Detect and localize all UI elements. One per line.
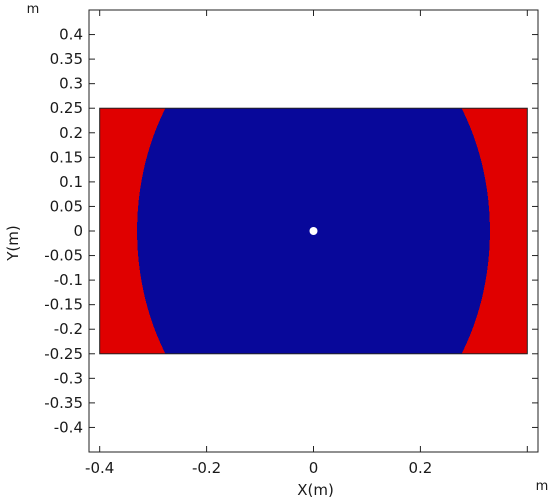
y-tick-label: -0.1 [54, 271, 83, 289]
x-tick-label: -0.4 [85, 459, 114, 477]
y-tick-label: 0.1 [59, 173, 83, 191]
y-axis-title: Y(m) [4, 225, 22, 261]
domain-border [99, 107, 528, 355]
y-axis-unit: m [27, 2, 40, 17]
y-tick-label: -0.15 [44, 296, 83, 314]
source-point-marker [309, 227, 318, 235]
y-tick-label: -0.4 [54, 418, 83, 436]
y-tick-label: 0 [73, 222, 83, 240]
x-tick-label: -0.2 [192, 459, 221, 477]
y-tick-label: 0.05 [50, 197, 83, 215]
y-tick-label: 0.2 [59, 124, 83, 142]
y-tick-label: 0.4 [59, 26, 83, 44]
x-tick-label: 0.2 [408, 459, 432, 477]
y-tick-label: 0.15 [50, 148, 83, 166]
y-tick-label: -0.35 [44, 394, 83, 412]
x-tick-label: 0 [309, 459, 319, 477]
x-axis: -0.4 -0.2 0 0.2 [85, 10, 528, 477]
y-tick-label: -0.05 [44, 247, 83, 265]
y-tick-label: 0.25 [50, 99, 83, 117]
x-axis-title: X(m) [297, 481, 334, 499]
y-tick-label: 0.35 [50, 50, 83, 68]
y-tick-label: -0.3 [54, 369, 83, 387]
y-tick-label: -0.2 [54, 320, 83, 338]
y-tick-label: -0.25 [44, 345, 83, 363]
x-axis-unit: m [536, 479, 549, 494]
y-axis: 0.4 0.35 0.3 0.25 0.2 0.15 0.1 0.05 0 -0.05 -0.1 -0… [44, 26, 538, 436]
y-tick-label: 0.3 [59, 75, 83, 93]
